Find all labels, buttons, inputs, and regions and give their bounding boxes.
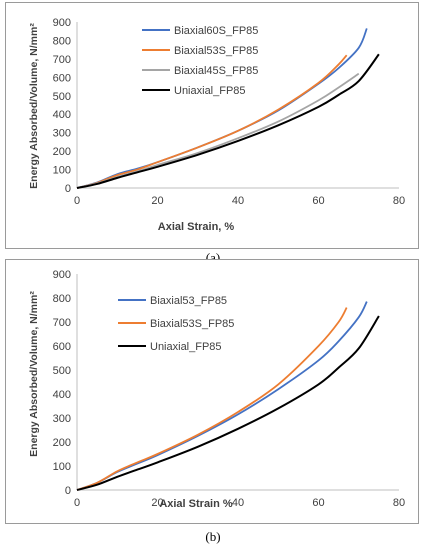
y-tick-label: 100 bbox=[53, 165, 71, 177]
series-line-uniaxial-fp85 bbox=[76, 315, 380, 491]
y-tick-label: 300 bbox=[53, 128, 71, 140]
x-tick-label: 60 bbox=[312, 497, 324, 509]
x-tick-label: 80 bbox=[393, 497, 405, 509]
x-tick-label: 0 bbox=[74, 497, 80, 509]
y-tick-label: 400 bbox=[53, 109, 71, 121]
x-tick-label: 20 bbox=[151, 497, 163, 509]
legend-label: Uniaxial_FP85 bbox=[150, 341, 222, 353]
x-axis-label: Axial Strain, % bbox=[158, 221, 235, 233]
x-tick-label: 20 bbox=[151, 195, 163, 207]
y-tick-label: 900 bbox=[53, 269, 71, 281]
y-tick-label: 500 bbox=[53, 91, 71, 103]
caption-b: (b) bbox=[205, 529, 221, 544]
legend-label: Biaxial53S_FP85 bbox=[174, 45, 258, 57]
chart-b: 0 100 200 300 400 500 600 700 800 900 0 20 40 60 80 Bi… bbox=[28, 269, 405, 510]
series-line-biaxial53s-fp85 bbox=[76, 307, 348, 491]
chart-a: 0 100 200 300 400 500 600 700 800 900 0 20 40 60 80 Bi… bbox=[28, 17, 405, 233]
y-tick-label: 400 bbox=[53, 389, 71, 401]
x-tick-label: 0 bbox=[74, 195, 80, 207]
chart-panel-a: 0 100 200 300 400 500 600 700 800 900 0 20 40 60 80 Bi… bbox=[5, 2, 419, 249]
legend-label: Biaxial53_FP85 bbox=[150, 295, 227, 307]
x-tick-label: 60 bbox=[312, 195, 324, 207]
y-tick-label: 800 bbox=[53, 35, 71, 47]
legend-label: Uniaxial_FP85 bbox=[174, 85, 246, 97]
y-tick-label: 700 bbox=[53, 54, 71, 66]
chart-panel-b: 0 100 200 300 400 500 600 700 800 900 0 20 40 60 80 Bi… bbox=[5, 259, 419, 524]
legend-label: Biaxial53S_FP85 bbox=[150, 318, 234, 330]
y-tick-label: 0 bbox=[65, 183, 71, 195]
y-tick-label: 700 bbox=[53, 317, 71, 329]
x-axis-label: Axial Strain % bbox=[159, 498, 233, 510]
y-tick-label: 100 bbox=[53, 461, 71, 473]
y-tick-label: 0 bbox=[65, 485, 71, 497]
series-line-biaxial53s-fp85 bbox=[76, 54, 348, 189]
y-tick-label: 900 bbox=[53, 17, 71, 29]
x-tick-label: 80 bbox=[393, 195, 405, 207]
y-tick-label: 800 bbox=[53, 293, 71, 305]
legend-label: Biaxial45S_FP85 bbox=[174, 65, 258, 77]
legend-label: Biaxial60S_FP85 bbox=[174, 25, 258, 37]
y-tick-label: 200 bbox=[53, 146, 71, 158]
series-line-uniaxial-fp85 bbox=[76, 53, 380, 189]
y-tick-label: 600 bbox=[53, 341, 71, 353]
y-tick-label: 200 bbox=[53, 437, 71, 449]
y-tick-label: 600 bbox=[53, 72, 71, 84]
x-tick-label: 40 bbox=[232, 497, 244, 509]
y-axis-label: Energy Absorbed/Volume, N/mm² bbox=[28, 291, 40, 457]
y-tick-label: 500 bbox=[53, 365, 71, 377]
y-axis-label: Energy Absorbed/Volume, N/mm² bbox=[28, 23, 40, 189]
x-tick-label: 40 bbox=[232, 195, 244, 207]
y-tick-label: 300 bbox=[53, 413, 71, 425]
